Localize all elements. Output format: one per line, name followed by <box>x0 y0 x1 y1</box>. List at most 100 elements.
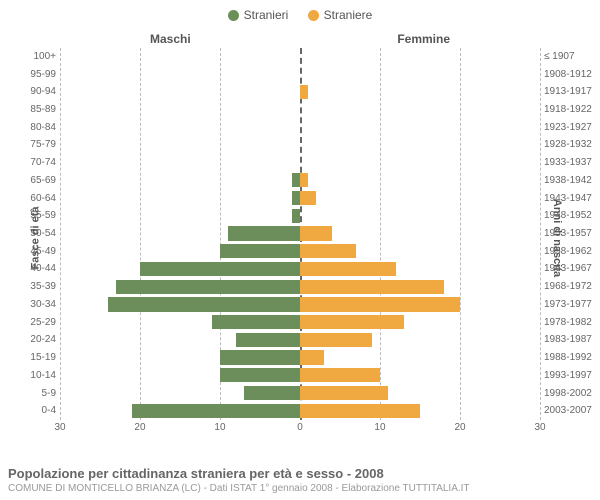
birth-year-label: 1953-1957 <box>544 228 600 239</box>
female-half <box>300 83 540 101</box>
bar-male <box>228 226 300 240</box>
pyramid-row: 15-191988-1992 <box>60 349 540 367</box>
birth-year-label: 1908-1912 <box>544 69 600 80</box>
birth-year-label: 2003-2007 <box>544 405 600 416</box>
female-half <box>300 402 540 420</box>
male-half <box>60 136 300 154</box>
age-label: 40-44 <box>14 263 56 274</box>
bar-male <box>220 350 300 364</box>
bar-female <box>300 173 308 187</box>
age-label: 30-34 <box>14 299 56 310</box>
birth-year-label: 1998-2002 <box>544 388 600 399</box>
birth-year-label: 1923-1927 <box>544 122 600 133</box>
bar-female <box>300 368 380 382</box>
plot-area: 100+≤ 190795-991908-191290-941913-191785… <box>60 48 540 420</box>
age-label: 55-59 <box>14 210 56 221</box>
bar-male <box>236 333 300 347</box>
female-half <box>300 154 540 172</box>
age-label: 0-4 <box>14 405 56 416</box>
age-label: 35-39 <box>14 281 56 292</box>
male-half <box>60 154 300 172</box>
bar-female <box>300 244 356 258</box>
pyramid-row: 55-591948-1952 <box>60 207 540 225</box>
age-label: 100+ <box>14 51 56 62</box>
female-half <box>300 101 540 119</box>
bar-male <box>292 191 300 205</box>
pyramid-row: 85-891918-1922 <box>60 101 540 119</box>
age-label: 90-94 <box>14 86 56 97</box>
birth-year-label: ≤ 1907 <box>544 51 600 62</box>
column-title-female: Femmine <box>397 32 450 46</box>
x-tick-label: 10 <box>374 422 385 433</box>
x-tick-label: 30 <box>534 422 545 433</box>
female-half <box>300 384 540 402</box>
x-tick-label: 20 <box>134 422 145 433</box>
bar-male <box>220 244 300 258</box>
legend-swatch-female <box>308 10 319 21</box>
bar-female <box>300 404 420 418</box>
age-label: 85-89 <box>14 104 56 115</box>
pyramid-row: 45-491958-1962 <box>60 242 540 260</box>
bar-male <box>292 173 300 187</box>
pyramid-row: 0-42003-2007 <box>60 402 540 420</box>
gridline <box>540 48 541 420</box>
x-tick-label: 20 <box>454 422 465 433</box>
pyramid-row: 90-941913-1917 <box>60 83 540 101</box>
female-half <box>300 366 540 384</box>
female-half <box>300 278 540 296</box>
male-half <box>60 331 300 349</box>
male-half <box>60 296 300 314</box>
legend-label-male: Stranieri <box>244 8 289 22</box>
bar-female <box>300 386 388 400</box>
x-tick-label: 30 <box>54 422 65 433</box>
chart-footer: Popolazione per cittadinanza straniera p… <box>8 466 592 494</box>
female-half <box>300 331 540 349</box>
male-half <box>60 118 300 136</box>
female-half <box>300 313 540 331</box>
birth-year-label: 1918-1922 <box>544 104 600 115</box>
legend-item-male: Stranieri <box>228 8 289 22</box>
bar-female <box>300 315 404 329</box>
birth-year-label: 1928-1932 <box>544 139 600 150</box>
x-axis: 3020100102030 <box>60 422 540 436</box>
birth-year-label: 1983-1987 <box>544 334 600 345</box>
birth-year-label: 1938-1942 <box>544 175 600 186</box>
age-label: 75-79 <box>14 139 56 150</box>
female-half <box>300 225 540 243</box>
birth-year-label: 1963-1967 <box>544 263 600 274</box>
male-half <box>60 260 300 278</box>
pyramid-row: 30-341973-1977 <box>60 296 540 314</box>
birth-year-label: 1973-1977 <box>544 299 600 310</box>
bar-female <box>300 262 396 276</box>
legend-label-female: Straniere <box>324 8 373 22</box>
age-label: 65-69 <box>14 175 56 186</box>
male-half <box>60 207 300 225</box>
bar-male <box>108 297 300 311</box>
pyramid-row: 60-641943-1947 <box>60 189 540 207</box>
birth-year-label: 1993-1997 <box>544 370 600 381</box>
birth-year-label: 1968-1972 <box>544 281 600 292</box>
male-half <box>60 65 300 83</box>
chart-area: Maschi Femmine Fasce di età Anni di nasc… <box>0 28 600 448</box>
pyramid-row: 75-791928-1932 <box>60 136 540 154</box>
pyramid-row: 80-841923-1927 <box>60 118 540 136</box>
birth-year-label: 1933-1937 <box>544 157 600 168</box>
legend-item-female: Straniere <box>308 8 373 22</box>
male-half <box>60 384 300 402</box>
age-label: 5-9 <box>14 388 56 399</box>
bar-female <box>300 226 332 240</box>
female-half <box>300 65 540 83</box>
pyramid-rows: 100+≤ 190795-991908-191290-941913-191785… <box>60 48 540 420</box>
female-half <box>300 349 540 367</box>
bar-male <box>212 315 300 329</box>
male-half <box>60 172 300 190</box>
age-label: 25-29 <box>14 317 56 328</box>
pyramid-row: 10-141993-1997 <box>60 366 540 384</box>
birth-year-label: 1988-1992 <box>544 352 600 363</box>
pyramid-row: 50-541953-1957 <box>60 225 540 243</box>
pyramid-row: 95-991908-1912 <box>60 65 540 83</box>
legend-swatch-male <box>228 10 239 21</box>
x-tick-label: 10 <box>214 422 225 433</box>
male-half <box>60 101 300 119</box>
male-half <box>60 402 300 420</box>
